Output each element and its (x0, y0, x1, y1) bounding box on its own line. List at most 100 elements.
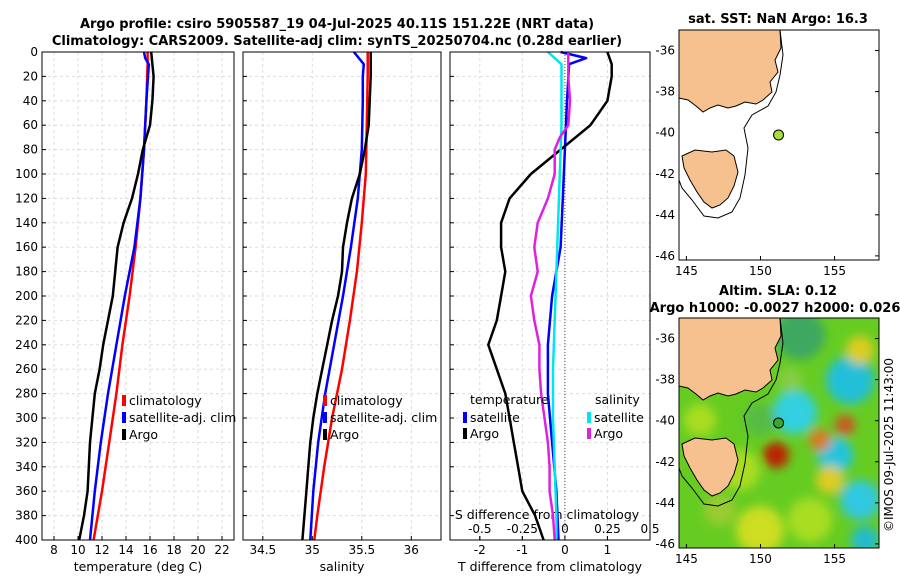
map-x-tick-label: 155 (823, 264, 846, 278)
y-tick-label: 360 (15, 484, 38, 498)
series-line-satellite-adj-clim (309, 51, 366, 541)
y-tick-label: 340 (15, 460, 38, 474)
x-tick-label: 14 (118, 543, 133, 557)
sla-cell (846, 336, 874, 364)
x-tick-label: 0 (561, 543, 569, 557)
y-tick-label: 180 (15, 265, 38, 279)
sla-map-title-line1: Altim. SLA: 0.12 (719, 284, 837, 299)
y-tick-label: 240 (15, 338, 38, 352)
map-x-tick-label: 155 (823, 552, 846, 566)
legend-title: salinity (595, 392, 640, 407)
sst-map-title: sat. SST: NaN Argo: 16.3 (688, 12, 868, 27)
map-x-tick-label: 150 (749, 264, 772, 278)
y-tick-label: 220 (15, 313, 38, 327)
y-tick-label: 20 (23, 69, 38, 83)
y-tick-label: 320 (15, 435, 38, 449)
sla-argo-location-marker (773, 417, 785, 429)
y-tick-label: 100 (15, 167, 38, 181)
series-line-salinity-argo (529, 52, 572, 541)
sla-cell (816, 466, 844, 494)
legend-label: Argo (330, 427, 359, 442)
x-tick-label: 36 (404, 543, 419, 557)
x-tick-label: 8 (50, 543, 58, 557)
sst-argo-location-marker (773, 129, 785, 141)
y-tick-label: 380 (15, 509, 38, 523)
axes-frame (449, 51, 651, 541)
sst-map-frame (678, 29, 880, 261)
y-tick-label: 400 (15, 533, 38, 547)
chart-title-line2: Climatology: CARS2009. Satellite-adj cli… (52, 34, 622, 49)
legend-label: Argo (470, 426, 499, 441)
sst-map-axes: 145 150 155 -36 -38 -40 -42 -44 -46 (655, 44, 879, 278)
salinity-panel: 34.5 35 35.5 36 salinity climatology satellite… (242, 51, 442, 574)
y-tick-label: 260 (15, 362, 38, 376)
y-tick-label: 40 (23, 94, 38, 108)
series-line-argo (301, 52, 372, 541)
axes-frame (242, 51, 442, 541)
map-y-tick-label: -46 (655, 537, 675, 551)
sla-cell (835, 415, 855, 435)
legend-label: satellite-adj. clim (129, 410, 236, 425)
x-tick-label: 35.5 (348, 543, 375, 557)
map-y-tick-label: -36 (655, 332, 675, 346)
legend-label: climatology (330, 393, 403, 408)
sla-cell (744, 404, 776, 436)
y-tick-label: 200 (15, 289, 38, 303)
y-tick-label: 120 (15, 191, 38, 205)
legend-label: satellite (594, 410, 644, 425)
map-y-tick-label: -38 (655, 85, 675, 99)
sla-cell (788, 498, 832, 542)
y-tick-label: 0 (30, 45, 38, 59)
sla-map-panel: Altim. SLA: 0.12 Argo h1000: -0.0027 h20… (650, 284, 900, 566)
x-tick-label: -2 (474, 543, 486, 557)
sla-map-mainland (679, 318, 782, 401)
sla-map-title-line2: Argo h1000: -0.0027 h2000: 0.026 (650, 301, 900, 316)
map-y-tick-label: -38 (655, 373, 675, 387)
sst-map-mainland (679, 30, 782, 113)
map-y-tick-label: -40 (655, 126, 675, 140)
sla-cell (778, 368, 802, 392)
sla-cell (763, 442, 789, 468)
x-axis-label: T difference from climatology (457, 559, 643, 574)
chart-title-line1: Argo profile: csiro 5905587_19 04-Jul-20… (80, 17, 594, 32)
difference-panel: -2-101-0.5-0.2500.250.5S difference from… (449, 50, 660, 574)
legend-label: Argo (129, 427, 158, 442)
sla-cell (840, 480, 879, 520)
map-y-tick-label: -36 (655, 44, 675, 58)
series-line-temperature-argo (487, 51, 613, 541)
x-tick-label: -1 (516, 543, 528, 557)
map-y-tick-label: -40 (655, 414, 675, 428)
y-tick-label: 160 (15, 240, 38, 254)
series-line-satellite-adj-clim (88, 51, 151, 541)
sla-cell (775, 318, 825, 360)
legend-title: temperature (470, 392, 549, 407)
map-y-tick-label: -46 (655, 249, 675, 263)
x-axis-label: salinity (320, 559, 365, 574)
series-line-salinity-satellite (547, 51, 563, 540)
sst-map-panel: sat. SST: NaN Argo: 16.3 145 150 155 -36 -38… (655, 12, 880, 278)
sla-map-frame (678, 317, 880, 549)
map-x-tick-label: 150 (749, 552, 772, 566)
top-x-tick-label: -0.5 (468, 522, 491, 536)
map-y-tick-label: -42 (655, 167, 675, 181)
sla-cell (809, 429, 831, 451)
x-tick-label: 16 (142, 543, 157, 557)
sla-cell (736, 506, 784, 548)
sla-map-axes: 145 150 155 -36 -38 -40 -42 -44 -46 (655, 332, 879, 566)
map-x-tick-label: 145 (675, 264, 698, 278)
temperature-panel: 0 20 40 60 80 100 120 140 160 180 200 220 240 260 280 3… (15, 45, 236, 574)
sst-map-tasmania (681, 149, 739, 209)
sla-heatmap (683, 318, 879, 548)
top-axis-label: S difference from climatology (455, 507, 640, 522)
top-x-tick-label: 0.25 (594, 522, 621, 536)
series-line-climatology (313, 52, 369, 541)
legend-label: satellite (470, 410, 520, 425)
sla-map-shelf-edge (679, 318, 784, 507)
legend-label: Argo (594, 426, 623, 441)
series-line-argo (77, 51, 155, 541)
x-tick-label: 1 (604, 543, 612, 557)
sla-cell (826, 356, 874, 404)
legend-label: satellite-adj. clim (330, 410, 437, 425)
map-y-tick-label: -44 (655, 496, 675, 510)
